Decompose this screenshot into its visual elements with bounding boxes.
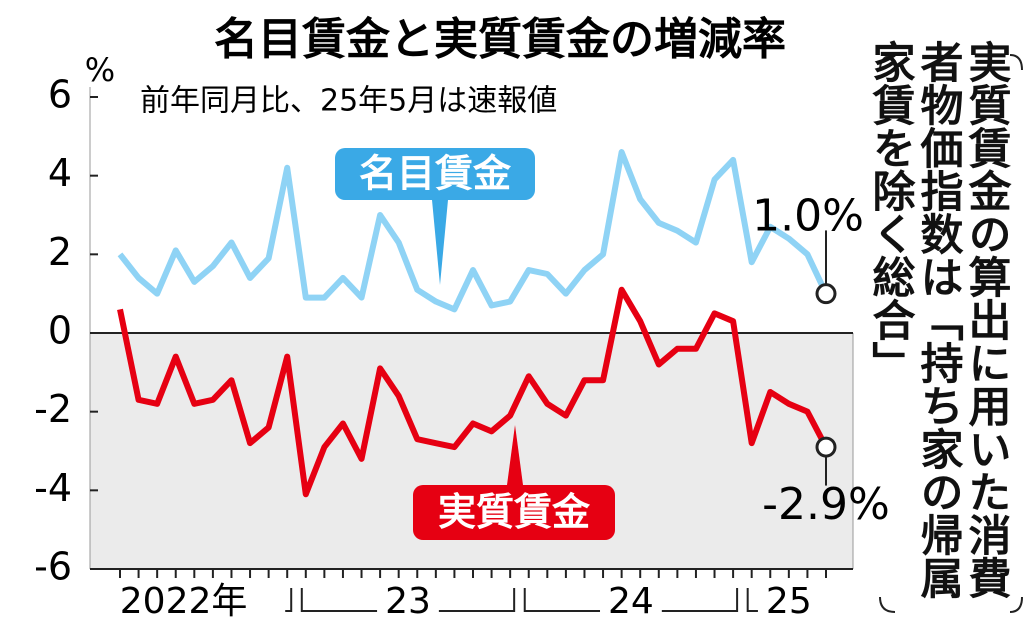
y-tick-label: 4	[48, 151, 72, 195]
y-tick-label: 6	[48, 73, 72, 117]
y-unit: %	[85, 51, 115, 89]
x-year-label: 23	[385, 581, 431, 622]
y-tick-label: -2	[34, 387, 72, 431]
year-bracket	[300, 588, 516, 612]
callout-pointer	[432, 200, 448, 285]
callout-box	[335, 148, 535, 200]
y-tick-label: -6	[34, 545, 72, 589]
year-bracket	[523, 588, 739, 612]
series-line	[117, 286, 829, 498]
y-tick-label: -4	[34, 466, 72, 510]
y-tick-label: 2	[48, 230, 72, 274]
callout-pointer	[507, 425, 523, 485]
legend-label: 名目賃金	[359, 152, 512, 196]
value-label: 1.0%	[752, 191, 864, 242]
callout-box	[413, 485, 615, 540]
x-year-label: 25	[766, 581, 812, 622]
note-bracket	[879, 54, 1023, 613]
series-line	[117, 149, 829, 313]
end-point	[815, 283, 837, 305]
end-point	[815, 436, 837, 458]
note: 実質賃金の算出に用いた消費者物価指数は「持ち家の帰属家賃を除く総合」	[865, 40, 1011, 599]
year-bracket	[285, 588, 293, 612]
x-year-label: 24	[608, 581, 654, 622]
subtitle: 前年同月比、25年5月は速報値	[140, 84, 557, 119]
y-tick-label: 0	[48, 309, 72, 353]
legend-label: 実質賃金	[438, 490, 591, 534]
value-label: -2.9%	[762, 479, 890, 530]
x-year-label: 2022年	[120, 581, 248, 622]
chart-title: 名目賃金と実質賃金の増減率	[214, 14, 786, 65]
